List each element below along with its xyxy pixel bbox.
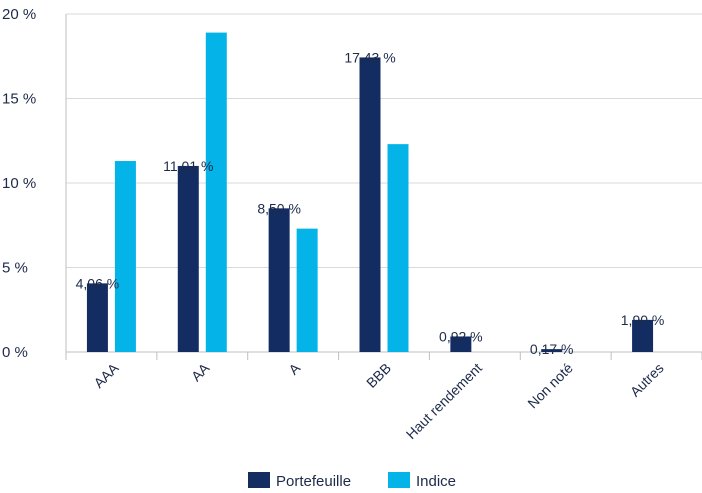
x-tick-label: Autres <box>627 360 667 400</box>
data-labels: 4,06 % 11,01 % 8,50 % 17,43 % 0,92 % 0,17 % 1,… <box>76 49 665 357</box>
x-tick-label: A <box>285 359 303 377</box>
bars <box>86 32 654 353</box>
data-label: 4,06 % <box>76 275 120 291</box>
bar-indice-3 <box>387 144 409 352</box>
legend-swatch-indice <box>388 472 410 488</box>
y-tick-label: 15 % <box>2 91 36 108</box>
legend-swatch-portefeuille <box>248 472 270 488</box>
bar-portefeuille-3 <box>359 57 381 353</box>
data-label: 0,17 % <box>530 341 574 357</box>
legend: Portefeuille Indice <box>248 472 456 490</box>
legend-label: Portefeuille <box>276 473 351 490</box>
data-label: 0,92 % <box>439 328 483 344</box>
bar-portefeuille-2 <box>268 208 290 352</box>
bar-portefeuille-0 <box>86 283 108 352</box>
y-tick-label: 10 % <box>2 175 36 192</box>
bar-indice-0 <box>114 161 136 352</box>
x-axis-ticks: AAA AA A BBB Haut rendement Non noté Autres <box>90 359 666 442</box>
bar-portefeuille-4 <box>450 336 472 352</box>
bar-portefeuille-5 <box>541 349 563 352</box>
y-tick-label: 20 % <box>2 6 36 23</box>
bar-portefeuille-6 <box>632 319 654 352</box>
bar-portefeuille-1 <box>177 165 199 352</box>
bar-indice-1 <box>205 32 227 353</box>
y-tick-label: 0 % <box>2 344 28 361</box>
x-tick-label: Haut rendement <box>403 360 485 442</box>
bar-indice-2 <box>296 228 318 352</box>
y-tick-label: 5 % <box>2 260 28 277</box>
x-tick-label: BBB <box>363 360 394 391</box>
x-tick-label: AA <box>188 359 213 384</box>
x-tick-label: AAA <box>90 359 122 391</box>
data-label: 1,90 % <box>621 312 665 328</box>
y-axis-ticks: 0 % 5 % 10 % 15 % 20 % <box>2 6 36 361</box>
data-label: 17,43 % <box>344 49 395 65</box>
legend-label: Indice <box>416 473 456 490</box>
gridlines <box>65 13 702 360</box>
data-label: 8,50 % <box>257 200 301 216</box>
x-tick-label: Non noté <box>524 360 576 412</box>
data-label: 11,01 % <box>163 158 213 174</box>
